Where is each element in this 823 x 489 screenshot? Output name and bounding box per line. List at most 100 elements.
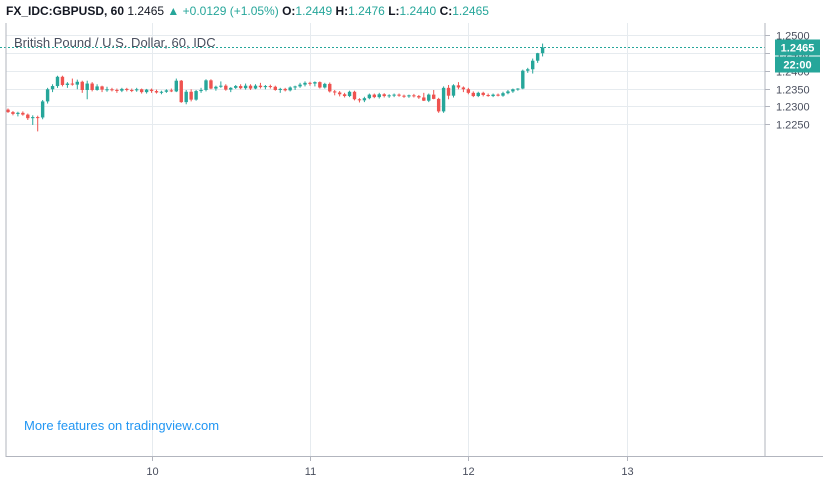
candle [303, 81, 307, 87]
candles [6, 43, 545, 132]
candle-body [50, 86, 55, 90]
chart-title: British Pound / U.S. Dollar, 60, IDC [14, 35, 216, 50]
candle [6, 108, 10, 113]
candle [135, 87, 139, 92]
candle-body [417, 96, 421, 98]
candle [75, 79, 79, 90]
candle-body [313, 82, 317, 84]
candle-body [397, 94, 401, 96]
candle [397, 93, 401, 97]
close-value: 1.2465 [452, 4, 489, 18]
candle [149, 88, 154, 93]
candle [481, 91, 485, 97]
candle [535, 52, 540, 63]
candle [139, 88, 144, 94]
candle [273, 85, 277, 91]
candle [293, 85, 297, 90]
candle [164, 89, 169, 93]
candle [159, 90, 164, 95]
candle [70, 78, 75, 86]
candle-body [253, 85, 258, 89]
candle-body [263, 86, 268, 88]
candle [471, 91, 475, 98]
low-value: 1.2440 [399, 4, 437, 18]
candle-body [105, 89, 109, 91]
candle [278, 87, 282, 93]
candle [461, 86, 466, 93]
candle-body [303, 82, 307, 85]
candle-body [154, 91, 159, 93]
candle [451, 84, 456, 98]
candle [253, 84, 258, 90]
candle-body [540, 47, 545, 54]
candle [95, 84, 99, 91]
candle [283, 87, 287, 92]
candle [377, 92, 381, 99]
candle [26, 113, 30, 120]
candle [352, 90, 357, 101]
candle-body [184, 91, 188, 103]
candle [219, 81, 223, 88]
candle-body [506, 91, 510, 94]
candle [105, 86, 109, 92]
candle [120, 87, 124, 93]
candle-body [456, 85, 461, 88]
candle [387, 94, 391, 98]
candle-body [11, 112, 15, 114]
candle-body [80, 81, 84, 90]
candle [199, 87, 203, 93]
candle [407, 94, 411, 98]
open-label: O: [282, 4, 296, 18]
candle [224, 84, 228, 91]
candle-body [26, 114, 30, 119]
candle-body [466, 89, 471, 93]
candle [298, 82, 302, 88]
candle-body [214, 86, 218, 89]
candle [243, 83, 248, 90]
candle [501, 91, 505, 97]
watermark[interactable]: More features on tradingview.com [24, 418, 219, 433]
candle [100, 85, 104, 93]
candle [169, 88, 174, 93]
candle [248, 84, 253, 90]
candle [268, 84, 273, 89]
candle-body [194, 91, 198, 100]
countdown-tag [775, 56, 820, 73]
candle-body [318, 82, 322, 88]
candle-body [95, 86, 99, 90]
candle [154, 89, 159, 94]
up-arrow-icon: ▲ [167, 4, 180, 18]
candle-body [427, 94, 431, 101]
candle [362, 96, 367, 103]
candle-body [535, 53, 540, 61]
high-label: H: [335, 4, 349, 18]
candle [526, 67, 530, 73]
candle-body [164, 90, 169, 92]
candle [372, 93, 376, 99]
candle [476, 91, 480, 98]
candle [486, 93, 490, 97]
candle [258, 82, 263, 89]
candle-body [55, 76, 60, 87]
candle-body [243, 85, 248, 89]
candle [432, 89, 436, 100]
candle [540, 43, 545, 57]
candle [318, 81, 322, 89]
candle-body [21, 112, 25, 115]
candle [184, 89, 188, 105]
candle-body [323, 83, 327, 88]
candle-body [75, 81, 79, 85]
candle-body [234, 86, 238, 88]
candle-body [204, 80, 208, 90]
candle [209, 79, 213, 90]
candle-body [516, 88, 520, 90]
candle-body [85, 83, 89, 90]
candle [55, 75, 60, 88]
candle-body [298, 84, 302, 87]
candle [11, 111, 15, 116]
time-axis[interactable]: 10 11 12 13 [146, 456, 634, 478]
candle [80, 80, 84, 93]
candle-body [139, 89, 144, 93]
candle-body [258, 85, 263, 88]
